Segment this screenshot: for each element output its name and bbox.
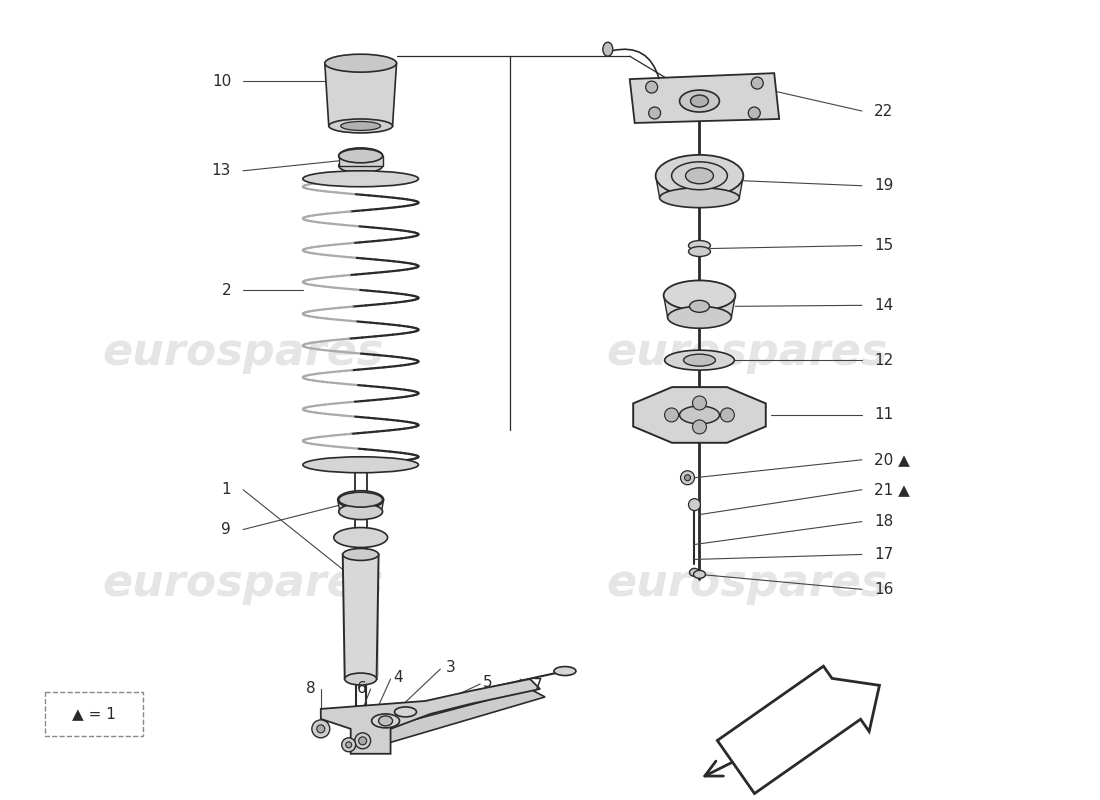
Circle shape xyxy=(311,720,330,738)
Ellipse shape xyxy=(689,241,711,250)
Polygon shape xyxy=(324,63,396,126)
Text: 1: 1 xyxy=(221,482,231,497)
Text: 5: 5 xyxy=(483,674,493,690)
Text: 2: 2 xyxy=(221,283,231,298)
Circle shape xyxy=(342,738,355,752)
Ellipse shape xyxy=(672,162,727,190)
Text: 3: 3 xyxy=(446,659,455,674)
FancyBboxPatch shape xyxy=(45,692,143,736)
Ellipse shape xyxy=(324,54,396,72)
Text: 7: 7 xyxy=(534,678,542,693)
Ellipse shape xyxy=(339,504,383,519)
Ellipse shape xyxy=(339,148,383,164)
Polygon shape xyxy=(634,387,766,442)
Ellipse shape xyxy=(668,306,732,328)
Text: 9: 9 xyxy=(221,522,231,537)
Ellipse shape xyxy=(680,90,719,112)
Ellipse shape xyxy=(685,168,714,184)
Ellipse shape xyxy=(691,95,708,107)
Circle shape xyxy=(317,725,324,733)
Circle shape xyxy=(693,420,706,434)
Circle shape xyxy=(354,733,371,749)
Text: 10: 10 xyxy=(212,74,231,89)
Polygon shape xyxy=(321,679,540,754)
Text: 14: 14 xyxy=(873,298,893,313)
Ellipse shape xyxy=(664,350,735,370)
Ellipse shape xyxy=(690,569,700,576)
Polygon shape xyxy=(361,689,544,746)
Ellipse shape xyxy=(329,119,393,133)
Circle shape xyxy=(693,396,706,410)
Text: eurospares: eurospares xyxy=(606,330,888,374)
Ellipse shape xyxy=(680,406,719,424)
Text: 4: 4 xyxy=(394,670,404,685)
Text: 12: 12 xyxy=(873,353,893,368)
Text: eurospares: eurospares xyxy=(606,562,888,605)
Ellipse shape xyxy=(339,149,383,163)
Ellipse shape xyxy=(302,170,418,186)
Ellipse shape xyxy=(333,527,387,547)
Circle shape xyxy=(649,107,661,119)
Text: 17: 17 xyxy=(873,547,893,562)
Ellipse shape xyxy=(683,354,715,366)
Ellipse shape xyxy=(302,457,418,473)
Ellipse shape xyxy=(339,492,383,507)
Ellipse shape xyxy=(690,300,710,312)
Ellipse shape xyxy=(338,490,384,509)
Ellipse shape xyxy=(554,666,576,675)
Text: 11: 11 xyxy=(873,407,893,422)
Ellipse shape xyxy=(341,122,381,130)
Ellipse shape xyxy=(339,159,383,173)
Polygon shape xyxy=(339,156,383,166)
Text: eurospares: eurospares xyxy=(102,562,384,605)
Circle shape xyxy=(684,474,691,481)
Text: 15: 15 xyxy=(873,238,893,253)
Ellipse shape xyxy=(689,246,711,257)
Text: 22: 22 xyxy=(873,103,893,118)
Ellipse shape xyxy=(656,155,744,197)
Circle shape xyxy=(751,77,763,89)
Ellipse shape xyxy=(344,673,376,685)
Text: 19: 19 xyxy=(873,178,893,194)
Text: 8: 8 xyxy=(306,682,316,697)
Text: 18: 18 xyxy=(873,514,893,529)
Polygon shape xyxy=(629,73,779,123)
Text: ▲ = 1: ▲ = 1 xyxy=(72,706,116,722)
Circle shape xyxy=(646,81,658,93)
Polygon shape xyxy=(663,295,736,318)
Circle shape xyxy=(359,737,366,745)
Circle shape xyxy=(681,470,694,485)
Ellipse shape xyxy=(378,716,393,726)
Ellipse shape xyxy=(603,42,613,56)
Circle shape xyxy=(689,498,701,510)
Polygon shape xyxy=(656,176,744,198)
Ellipse shape xyxy=(395,707,417,717)
Polygon shape xyxy=(717,666,880,794)
Text: eurospares: eurospares xyxy=(102,330,384,374)
Text: 13: 13 xyxy=(211,163,231,178)
Circle shape xyxy=(748,107,760,119)
Polygon shape xyxy=(338,500,384,512)
Text: 20 ▲: 20 ▲ xyxy=(873,452,910,467)
Polygon shape xyxy=(343,554,378,679)
Text: 6: 6 xyxy=(356,682,366,697)
Text: 16: 16 xyxy=(873,582,893,597)
Circle shape xyxy=(720,408,735,422)
Circle shape xyxy=(664,408,679,422)
Text: 21 ▲: 21 ▲ xyxy=(873,482,910,497)
Ellipse shape xyxy=(663,281,736,310)
Ellipse shape xyxy=(343,549,378,561)
Ellipse shape xyxy=(693,570,705,578)
Ellipse shape xyxy=(660,188,739,208)
Circle shape xyxy=(345,742,352,748)
Ellipse shape xyxy=(372,714,399,728)
